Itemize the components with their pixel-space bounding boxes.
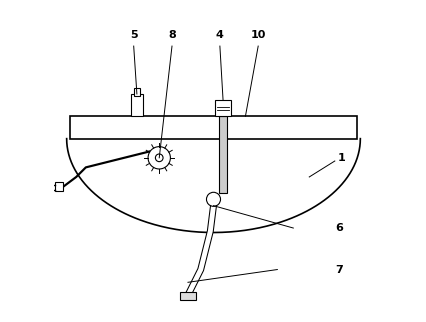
Bar [134, 88, 139, 96]
Bar [70, 116, 356, 139]
Bar [215, 100, 230, 116]
Circle shape [206, 192, 220, 206]
Bar [180, 292, 196, 300]
Bar [219, 116, 226, 193]
Text: 4: 4 [216, 30, 223, 40]
Text: 8: 8 [168, 30, 176, 40]
Circle shape [148, 147, 170, 169]
Bar [131, 94, 142, 116]
Text: 6: 6 [334, 223, 342, 233]
Text: 5: 5 [130, 30, 137, 40]
Text: 1: 1 [337, 153, 345, 163]
Text: 10: 10 [250, 30, 265, 40]
Bar [55, 182, 63, 191]
Circle shape [155, 154, 163, 162]
Text: 7: 7 [334, 265, 342, 275]
